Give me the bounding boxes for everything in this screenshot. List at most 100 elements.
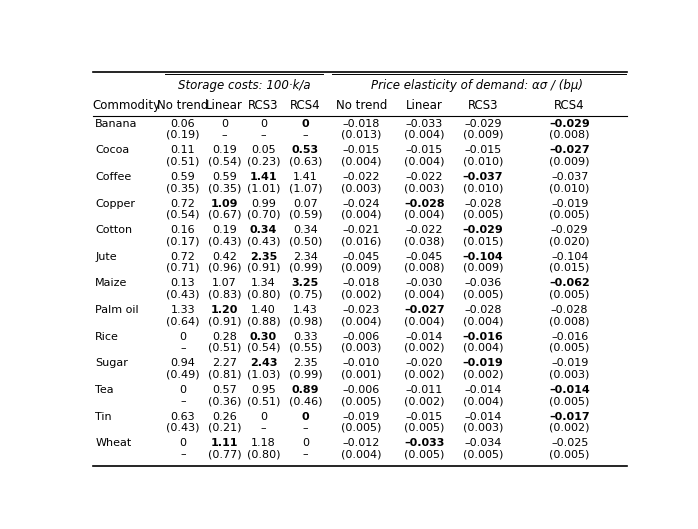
Text: –0.027: –0.027 — [549, 145, 590, 155]
Text: 0.19: 0.19 — [212, 225, 237, 235]
Text: (0.49): (0.49) — [166, 369, 200, 379]
Text: (0.50): (0.50) — [289, 236, 322, 247]
Text: 0.06: 0.06 — [171, 118, 195, 129]
Text: –0.022: –0.022 — [406, 225, 443, 235]
Text: (0.005): (0.005) — [341, 423, 382, 433]
Text: (0.005): (0.005) — [549, 343, 590, 353]
Text: Jute: Jute — [96, 252, 117, 262]
Text: 0.95: 0.95 — [251, 385, 276, 395]
Text: (0.005): (0.005) — [463, 289, 503, 299]
Text: 0.19: 0.19 — [212, 145, 237, 155]
Text: (0.002): (0.002) — [404, 396, 445, 406]
Text: 0: 0 — [179, 332, 186, 342]
Text: (0.54): (0.54) — [207, 157, 241, 167]
Text: 0: 0 — [302, 412, 309, 422]
Text: (0.005): (0.005) — [463, 450, 503, 459]
Text: (0.004): (0.004) — [341, 316, 382, 326]
Text: (0.70): (0.70) — [246, 209, 280, 220]
Text: Storage costs: 100·k/a: Storage costs: 100·k/a — [178, 79, 311, 92]
Text: (0.64): (0.64) — [166, 316, 200, 326]
Text: –0.030: –0.030 — [406, 278, 443, 288]
Text: –0.023: –0.023 — [343, 305, 380, 315]
Text: Tea: Tea — [96, 385, 114, 395]
Text: 0: 0 — [260, 412, 267, 422]
Text: Sugar: Sugar — [96, 358, 128, 368]
Text: –0.036: –0.036 — [464, 278, 502, 288]
Text: (0.17): (0.17) — [166, 236, 200, 247]
Text: (0.002): (0.002) — [341, 289, 382, 299]
Text: 0.72: 0.72 — [170, 198, 195, 208]
Text: –0.014: –0.014 — [549, 385, 590, 395]
Text: –0.018: –0.018 — [343, 118, 380, 129]
Text: (0.55): (0.55) — [289, 343, 322, 353]
Text: –: – — [260, 130, 266, 140]
Text: 1.09: 1.09 — [211, 198, 238, 208]
Text: 2.35: 2.35 — [293, 358, 318, 368]
Text: RCS4: RCS4 — [290, 99, 320, 112]
Text: –: – — [302, 423, 309, 433]
Text: (0.99): (0.99) — [288, 369, 322, 379]
Text: –0.028: –0.028 — [464, 198, 502, 208]
Text: –0.012: –0.012 — [343, 438, 380, 448]
Text: –0.014: –0.014 — [464, 412, 502, 422]
Text: –0.033: –0.033 — [406, 118, 443, 129]
Text: (0.009): (0.009) — [463, 130, 503, 140]
Text: (0.004): (0.004) — [404, 289, 445, 299]
Text: –0.019: –0.019 — [463, 358, 503, 368]
Text: (0.54): (0.54) — [246, 343, 280, 353]
Text: –0.029: –0.029 — [549, 118, 590, 129]
Text: (0.004): (0.004) — [341, 157, 382, 167]
Text: Copper: Copper — [96, 198, 135, 208]
Text: 0.30: 0.30 — [250, 332, 277, 342]
Text: (0.008): (0.008) — [404, 263, 445, 273]
Text: –0.045: –0.045 — [406, 252, 443, 262]
Text: –0.015: –0.015 — [406, 145, 443, 155]
Text: –0.028: –0.028 — [464, 305, 502, 315]
Text: –0.021: –0.021 — [343, 225, 380, 235]
Text: 1.41: 1.41 — [250, 172, 277, 182]
Text: 0.59: 0.59 — [170, 172, 195, 182]
Text: (0.009): (0.009) — [463, 263, 503, 273]
Text: 0.13: 0.13 — [171, 278, 195, 288]
Text: –0.033: –0.033 — [404, 438, 445, 448]
Text: RCS4: RCS4 — [554, 99, 585, 112]
Text: –0.017: –0.017 — [549, 412, 590, 422]
Text: (0.67): (0.67) — [207, 209, 241, 220]
Text: –0.037: –0.037 — [463, 172, 503, 182]
Text: –0.011: –0.011 — [406, 385, 443, 395]
Text: –0.029: –0.029 — [464, 118, 502, 129]
Text: (0.98): (0.98) — [288, 316, 322, 326]
Text: (0.015): (0.015) — [463, 236, 503, 247]
Text: –0.029: –0.029 — [463, 225, 503, 235]
Text: 0.11: 0.11 — [171, 145, 195, 155]
Text: –0.045: –0.045 — [343, 252, 380, 262]
Text: RCS3: RCS3 — [248, 99, 279, 112]
Text: (0.36): (0.36) — [208, 396, 241, 406]
Text: –0.062: –0.062 — [549, 278, 590, 288]
Text: –0.010: –0.010 — [343, 358, 380, 368]
Text: (0.003): (0.003) — [463, 423, 503, 433]
Text: –0.015: –0.015 — [464, 145, 502, 155]
Text: 0: 0 — [260, 118, 267, 129]
Text: (0.35): (0.35) — [208, 183, 241, 193]
Text: (0.51): (0.51) — [166, 157, 200, 167]
Text: –0.015: –0.015 — [343, 145, 380, 155]
Text: 0.63: 0.63 — [171, 412, 195, 422]
Text: Wheat: Wheat — [96, 438, 132, 448]
Text: (0.63): (0.63) — [289, 157, 322, 167]
Text: (0.005): (0.005) — [463, 209, 503, 220]
Text: (0.009): (0.009) — [549, 157, 590, 167]
Text: (0.80): (0.80) — [246, 450, 280, 459]
Text: –0.024: –0.024 — [343, 198, 380, 208]
Text: (0.003): (0.003) — [549, 369, 590, 379]
Text: (0.004): (0.004) — [341, 450, 382, 459]
Text: (0.43): (0.43) — [166, 289, 200, 299]
Text: 0.94: 0.94 — [170, 358, 195, 368]
Text: (0.002): (0.002) — [463, 369, 503, 379]
Text: –0.037: –0.037 — [551, 172, 588, 182]
Text: (0.005): (0.005) — [549, 396, 590, 406]
Text: Banana: Banana — [96, 118, 138, 129]
Text: (0.003): (0.003) — [404, 183, 445, 193]
Text: (0.002): (0.002) — [404, 343, 445, 353]
Text: 0: 0 — [221, 118, 228, 129]
